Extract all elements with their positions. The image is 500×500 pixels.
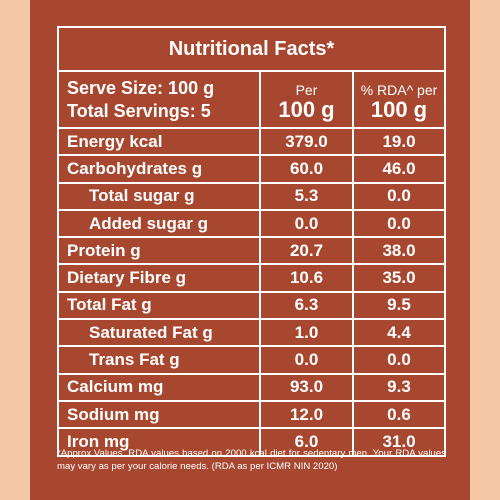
per-header-cell: Per 100 g xyxy=(261,72,354,127)
serve-size: Serve Size: 100 g xyxy=(67,77,215,98)
table-row: Carbohydrates g 60.0 46.0 xyxy=(59,156,444,184)
nutrient-name: Added sugar g xyxy=(59,210,261,237)
nutrient-name: Sodium mg xyxy=(59,401,261,428)
per-100g-value: 93.0 xyxy=(261,374,354,400)
table-row: Total sugar g 5.3 0.0 xyxy=(59,183,444,211)
rda-percent-value: 19.0 xyxy=(382,131,416,151)
nutrient-name: Energy kcal xyxy=(59,129,261,155)
table-header: Serve Size: 100 g Total Servings: 5 Per … xyxy=(59,72,444,129)
rda-value: 100 g xyxy=(370,96,428,122)
rda-header-cell: % RDA^ per 100 g xyxy=(354,72,444,127)
table-row: Sodium mg 12.0 0.6 xyxy=(59,401,444,430)
per-100g-value: 1.0 xyxy=(261,320,354,346)
nutrient-name: Total sugar g xyxy=(59,183,261,209)
per-100g-value: 0.0 xyxy=(261,210,354,237)
rda-percent-value: 35.0 xyxy=(382,268,416,288)
rda-percent-value: 0.6 xyxy=(387,404,411,424)
per-100g-value: 20.7 xyxy=(261,238,354,264)
nutrient-name: Iron mg xyxy=(59,429,261,455)
rda-percent-value: 46.0 xyxy=(382,158,416,178)
rda-percent-value: 0.0 xyxy=(387,186,411,206)
serving-info-cell: Serve Size: 100 g Total Servings: 5 xyxy=(59,72,261,127)
rda-percent-value: 0.0 xyxy=(387,350,411,370)
per-100g-value: 12.0 xyxy=(261,401,354,428)
nutrient-name: Calcium mg xyxy=(59,374,261,400)
per-label: Per xyxy=(295,81,318,98)
per-value: 100 g xyxy=(278,96,335,122)
nutrient-name: Total Fat g xyxy=(59,292,261,319)
total-servings: Total Servings: 5 xyxy=(67,100,211,121)
table-row: Added sugar g 0.0 0.0 xyxy=(59,210,444,239)
rda-percent-value: 0.0 xyxy=(387,213,411,233)
table-row: Energy kcal 379.0 19.0 xyxy=(59,129,444,157)
nutrient-name: Trans Fat g xyxy=(59,347,261,373)
nutrition-table: Nutritional Facts* Serve Size: 100 g Tot… xyxy=(57,26,446,457)
per-100g-value: 6.3 xyxy=(261,292,354,319)
table-row: Saturated Fat g 1.0 4.4 xyxy=(59,320,444,348)
table-row: Protein g 20.7 38.0 xyxy=(59,238,444,266)
nutrient-name: Protein g xyxy=(59,238,261,264)
table-row: Iron mg 6.0 31.0 xyxy=(59,429,444,455)
rda-label: % RDA^ per xyxy=(360,81,438,98)
rda-percent-value: 31.0 xyxy=(382,431,416,451)
rda-percent-value: 9.5 xyxy=(387,295,411,315)
nutrient-name: Saturated Fat g xyxy=(59,320,261,346)
per-100g-value: 10.6 xyxy=(261,265,354,291)
table-title: Nutritional Facts* xyxy=(59,28,444,72)
nutrient-name: Carbohydrates g xyxy=(59,156,261,182)
per-100g-value: 379.0 xyxy=(261,129,354,155)
table-row: Calcium mg 93.0 9.3 xyxy=(59,374,444,402)
rda-percent-value: 9.3 xyxy=(387,377,411,397)
rda-percent-value: 4.4 xyxy=(387,322,411,342)
nutrient-name: Dietary Fibre g xyxy=(59,265,261,291)
nutrition-panel: Nutritional Facts* Serve Size: 100 g Tot… xyxy=(30,0,470,500)
per-100g-value: 0.0 xyxy=(261,347,354,373)
rda-percent-value: 38.0 xyxy=(382,240,416,260)
per-100g-value: 60.0 xyxy=(261,156,354,182)
table-row: Trans Fat g 0.0 0.0 xyxy=(59,347,444,375)
per-100g-value: 6.0 xyxy=(261,429,354,455)
per-100g-value: 5.3 xyxy=(261,183,354,209)
table-row: Dietary Fibre g 10.6 35.0 xyxy=(59,265,444,293)
table-row: Total Fat g 6.3 9.5 xyxy=(59,292,444,321)
footnote: *Approx.Values. RDA values based on 2000… xyxy=(57,448,446,472)
